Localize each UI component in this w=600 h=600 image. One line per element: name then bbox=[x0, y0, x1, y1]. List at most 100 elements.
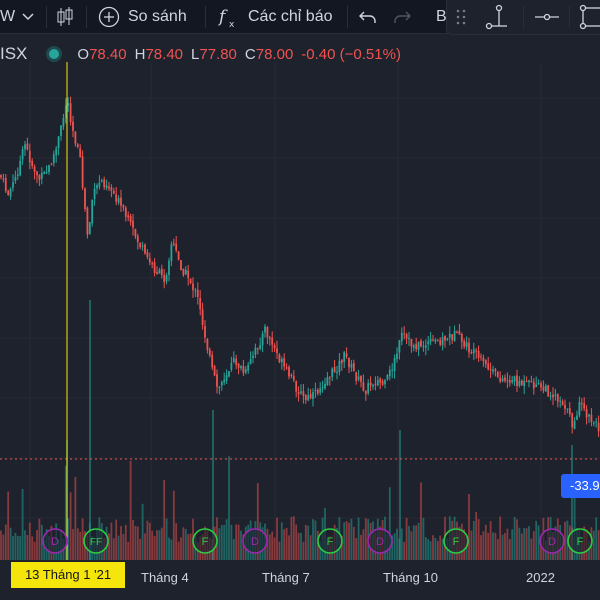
volume-bar bbox=[436, 541, 439, 560]
candle bbox=[355, 372, 358, 381]
earnings-marker[interactable]: FF bbox=[83, 528, 109, 554]
candle bbox=[216, 374, 218, 387]
volume-bar bbox=[352, 526, 355, 560]
candle bbox=[465, 342, 468, 347]
candle bbox=[196, 289, 199, 297]
candle bbox=[436, 339, 439, 341]
candle bbox=[0, 175, 2, 178]
volume-bar bbox=[348, 522, 350, 560]
earnings-marker[interactable]: F bbox=[567, 528, 593, 554]
candle bbox=[470, 352, 473, 354]
volume-bar bbox=[36, 530, 38, 560]
rectangle-tool-icon[interactable] bbox=[579, 0, 600, 34]
toolbar-divider bbox=[205, 6, 206, 28]
earnings-marker[interactable]: F bbox=[443, 528, 469, 554]
candle bbox=[64, 105, 67, 119]
interval-button[interactable]: W bbox=[0, 0, 18, 34]
candle bbox=[597, 422, 600, 432]
candle bbox=[220, 381, 223, 386]
candle bbox=[235, 358, 238, 365]
candle bbox=[393, 358, 396, 372]
x-axis-label: Tháng 10 bbox=[383, 570, 438, 585]
earnings-marker[interactable]: F bbox=[192, 528, 218, 554]
candle bbox=[223, 379, 226, 383]
volume-bar bbox=[297, 532, 300, 560]
candle bbox=[496, 371, 499, 377]
indicators-button[interactable]: f x Các chỉ báo bbox=[218, 0, 348, 34]
volume-bar bbox=[487, 532, 490, 560]
candle bbox=[561, 401, 564, 406]
volume-bar bbox=[511, 529, 514, 560]
candle bbox=[439, 340, 442, 345]
candle bbox=[168, 260, 170, 275]
drag-handle-icon[interactable] bbox=[455, 0, 469, 34]
candle bbox=[336, 371, 338, 373]
candle bbox=[340, 359, 343, 364]
candle bbox=[489, 369, 492, 371]
horizontal-line-tool-icon[interactable] bbox=[533, 0, 561, 34]
candle bbox=[453, 330, 456, 341]
candle bbox=[396, 353, 398, 359]
candle bbox=[60, 125, 62, 136]
volume-bar bbox=[64, 465, 67, 560]
candle bbox=[38, 175, 41, 180]
redo-icon[interactable] bbox=[392, 0, 414, 34]
volume-bar bbox=[540, 536, 542, 560]
candle bbox=[124, 207, 127, 217]
volume-bar bbox=[33, 541, 36, 560]
dividend-marker[interactable]: D bbox=[42, 528, 68, 554]
candle bbox=[52, 154, 55, 164]
dividend-marker[interactable]: D bbox=[242, 528, 268, 554]
candle bbox=[460, 334, 463, 342]
candle bbox=[564, 404, 566, 409]
compare-button[interactable]: So sánh bbox=[98, 0, 198, 34]
partial-button[interactable]: B bbox=[436, 0, 448, 34]
volume-bar bbox=[182, 527, 185, 560]
dividend-marker[interactable]: D bbox=[367, 528, 393, 554]
candle bbox=[40, 172, 43, 179]
volume-bar bbox=[172, 490, 175, 560]
volume-bar bbox=[290, 517, 293, 560]
trendline-tool-icon[interactable] bbox=[485, 0, 513, 34]
volume-bar bbox=[561, 537, 564, 560]
dividend-marker[interactable]: D bbox=[539, 528, 565, 554]
volume-bar bbox=[76, 528, 79, 560]
candle bbox=[172, 242, 175, 245]
undo-icon[interactable] bbox=[358, 0, 380, 34]
candles-icon[interactable] bbox=[56, 0, 76, 34]
candle bbox=[175, 243, 178, 251]
candle bbox=[98, 182, 101, 187]
volume-bar bbox=[494, 532, 497, 560]
candle bbox=[372, 384, 374, 387]
candle bbox=[96, 185, 98, 189]
earnings-marker[interactable]: F bbox=[317, 528, 343, 554]
candle bbox=[537, 383, 540, 385]
candle bbox=[302, 391, 305, 396]
candle bbox=[115, 194, 118, 202]
toolbar-divider bbox=[523, 6, 524, 28]
candle bbox=[237, 363, 240, 368]
candle bbox=[573, 420, 576, 429]
open-label: O bbox=[77, 45, 90, 63]
candle bbox=[144, 244, 146, 254]
candle bbox=[88, 222, 91, 235]
volume-bar bbox=[228, 456, 230, 560]
candle bbox=[408, 338, 410, 340]
volume-bar bbox=[151, 530, 154, 560]
candle bbox=[316, 389, 319, 394]
volume-bar bbox=[316, 530, 319, 560]
marker-label: FF bbox=[90, 537, 102, 548]
candle bbox=[108, 186, 110, 189]
crosshair-date-badge: 13 Tháng 1 '21 bbox=[11, 562, 125, 588]
volume-bar bbox=[391, 535, 394, 560]
candle bbox=[136, 236, 139, 242]
volume-bar bbox=[168, 537, 170, 560]
chevron-down-icon[interactable] bbox=[22, 0, 36, 34]
volume-bar bbox=[158, 530, 161, 560]
candle bbox=[240, 366, 242, 369]
symbol-name[interactable]: ISX bbox=[0, 44, 28, 63]
candle bbox=[384, 380, 386, 385]
candle bbox=[432, 339, 434, 341]
volume-bar bbox=[43, 539, 46, 560]
